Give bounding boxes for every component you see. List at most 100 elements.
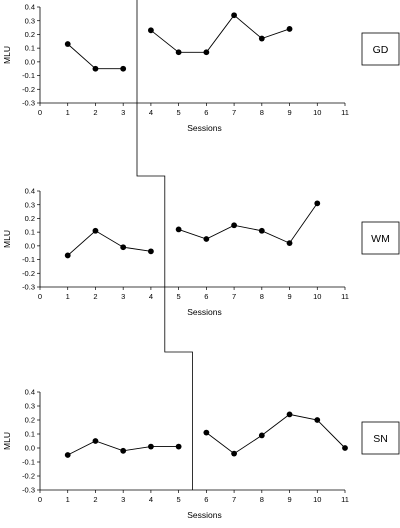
data-point <box>314 200 321 207</box>
data-point <box>286 26 293 32</box>
panel-wm: 0.4 0.3 0.2 0.1 0.0 -0.1 -0.2 -0.30 1 2 3 4 5 6 7 8 9 10 1… <box>2 187 400 317</box>
x-tick-label: 10 <box>313 495 321 504</box>
y-axis-label: MLU <box>2 432 12 450</box>
data-point <box>203 236 210 242</box>
data-point <box>258 35 265 42</box>
data-point <box>148 443 154 450</box>
x-tick-label: 8 <box>260 292 264 301</box>
x-tick-label: 8 <box>260 495 264 504</box>
y-tick-label: -0.2 <box>22 269 35 278</box>
y-tick-label: 0.3 <box>25 402 35 411</box>
data-point <box>175 226 182 233</box>
subject-box <box>361 221 400 255</box>
data-point <box>258 227 265 234</box>
y-tick-label: 0.0 <box>25 57 35 66</box>
x-tick-label: 5 <box>177 292 181 301</box>
x-tick-label: 4 <box>149 495 153 504</box>
data-point <box>175 443 182 450</box>
x-tick-label: 2 <box>93 108 97 117</box>
y-tick-label: 0.2 <box>25 416 35 425</box>
x-tick-label: 3 <box>121 108 125 117</box>
y-tick-label: 0.0 <box>25 241 35 250</box>
x-tick-label: 1 <box>66 292 70 301</box>
data-point <box>286 240 293 247</box>
y-tick-label: 0.2 <box>25 214 35 223</box>
x-tick-label: 3 <box>121 495 125 504</box>
data-point <box>175 49 182 56</box>
y-tick-label: 0.1 <box>25 44 35 53</box>
panel-gd: 0.4 0.3 0.2 0.1 0.0 -0.1 -0.2 -0.30 1 2 3 4 5 6 7 8 9 10 1… <box>2 3 400 133</box>
x-axis-label: Sessions <box>187 123 222 133</box>
subject-box <box>361 421 400 455</box>
data-point <box>231 12 237 19</box>
y-tick-label: -0.2 <box>22 85 35 94</box>
data-point <box>342 445 348 451</box>
x-tick-label: 9 <box>287 108 291 117</box>
series-line-phase-1 <box>67 230 151 256</box>
panel-sn: 0.4 0.3 0.2 0.1 0.0 -0.1 -0.2 -0.30 1 2 3 4 5 6 7 8 9 10 1… <box>2 388 400 520</box>
x-tick-label: 11 <box>341 292 349 301</box>
y-tick-label: -0.3 <box>22 283 35 292</box>
x-tick-label: 9 <box>287 292 291 301</box>
x-tick-label: 10 <box>313 292 321 301</box>
x-axis-label: Sessions <box>187 307 222 317</box>
data-point <box>286 411 293 418</box>
x-tick-label: 0 <box>38 292 42 301</box>
y-tick-label: -0.2 <box>22 472 35 481</box>
x-tick-label: 2 <box>93 495 97 504</box>
data-point <box>120 65 127 72</box>
x-axis-label: Sessions <box>187 510 222 520</box>
subject-label: SN <box>373 433 388 445</box>
data-point <box>148 27 154 34</box>
series-line-phase-2 <box>150 14 290 53</box>
y-tick-label: 0.3 <box>25 16 35 25</box>
data-point <box>92 438 99 444</box>
x-tick-label: 7 <box>232 292 236 301</box>
subject-label: GD <box>373 44 389 56</box>
phase-change-line <box>136 0 193 490</box>
data-point <box>120 447 127 454</box>
x-tick-label: 11 <box>341 108 349 117</box>
data-point <box>203 49 210 56</box>
x-tick-label: 1 <box>66 495 70 504</box>
x-tick-label: 8 <box>260 108 264 117</box>
y-tick-label: 0.4 <box>25 187 35 196</box>
x-tick-label: 0 <box>38 495 42 504</box>
y-tick-label: -0.1 <box>22 255 35 264</box>
y-tick-label: 0.1 <box>25 430 35 439</box>
series-line-phase-2 <box>178 203 318 244</box>
x-tick-label: 11 <box>341 495 349 504</box>
y-axis-label: MLU <box>2 230 12 248</box>
y-tick-label: -0.1 <box>22 458 35 467</box>
x-tick-label: 7 <box>232 495 236 504</box>
data-point <box>203 429 210 436</box>
data-point <box>92 227 99 234</box>
data-point <box>258 432 265 439</box>
data-point <box>64 252 71 259</box>
subject-box <box>361 32 400 66</box>
x-tick-label: 3 <box>121 292 125 301</box>
x-tick-label: 4 <box>149 292 153 301</box>
data-point <box>231 450 237 457</box>
x-tick-label: 0 <box>38 108 42 117</box>
data-point <box>314 417 321 423</box>
data-point <box>148 248 154 255</box>
x-tick-label: 9 <box>287 495 291 504</box>
series-line-phase-2 <box>206 413 346 455</box>
data-point <box>120 244 127 251</box>
x-tick-label: 7 <box>232 108 236 117</box>
x-tick-label: 5 <box>177 108 181 117</box>
y-tick-label: 0.4 <box>25 3 35 12</box>
y-tick-label: 0.1 <box>25 228 35 237</box>
data-point <box>231 222 237 229</box>
x-tick-label: 6 <box>204 108 208 117</box>
subject-label: WM <box>371 233 390 245</box>
y-tick-label: -0.1 <box>22 71 35 80</box>
y-axis-label: MLU <box>2 46 12 64</box>
x-tick-label: 1 <box>66 108 70 117</box>
y-tick-label: 0.2 <box>25 30 35 39</box>
data-point <box>92 65 99 72</box>
x-tick-label: 6 <box>204 292 208 301</box>
